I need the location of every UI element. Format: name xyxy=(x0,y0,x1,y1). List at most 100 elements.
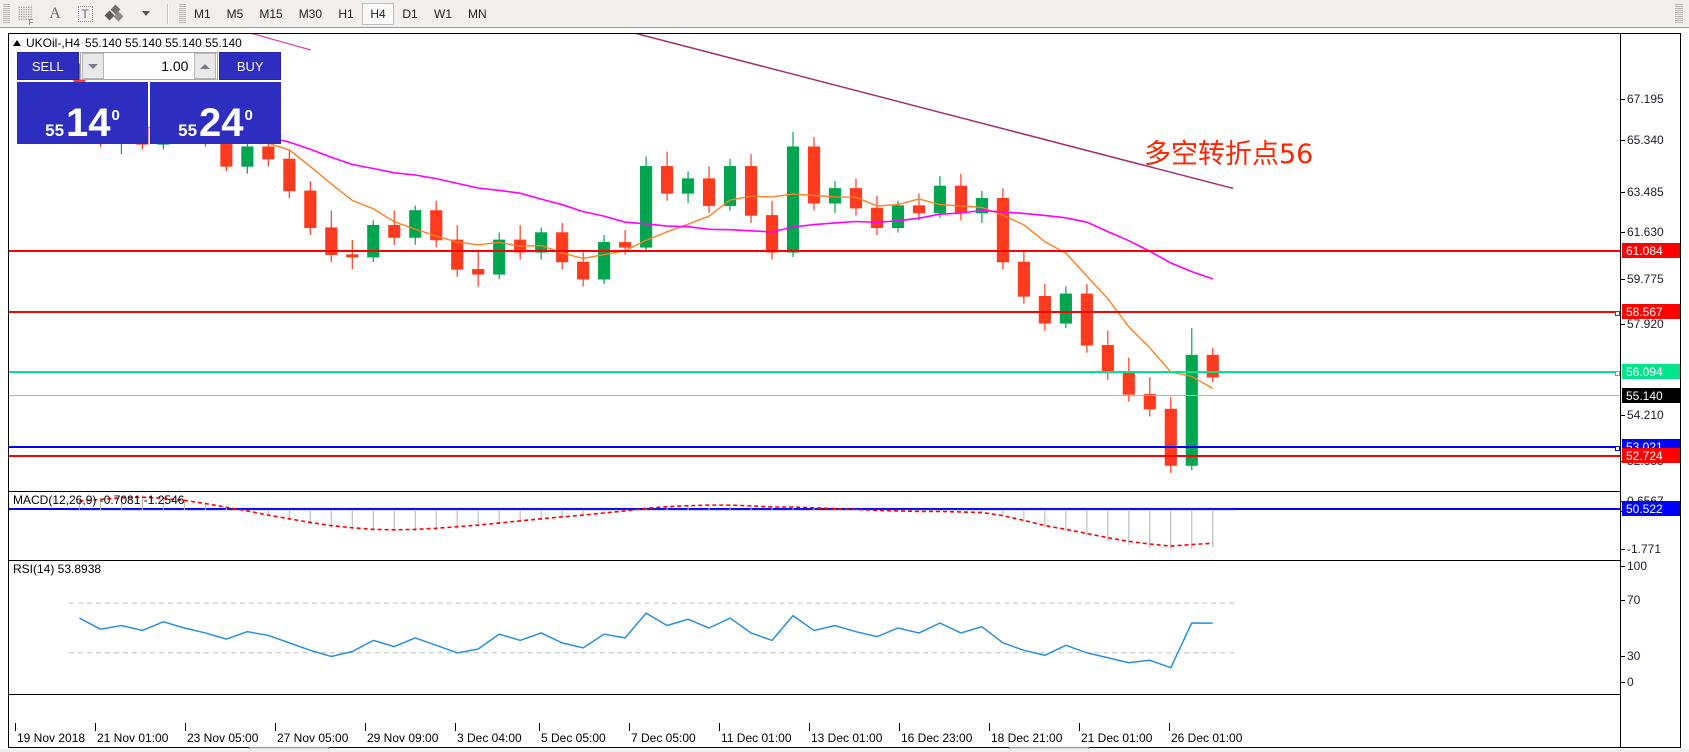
buy-price-quote[interactable]: 55 24 0 xyxy=(150,82,281,144)
buy-button[interactable]: BUY xyxy=(219,52,281,80)
volume-input[interactable]: 1.00 xyxy=(79,52,219,80)
rsi-plot-svg xyxy=(68,602,1236,669)
timeframe-m15[interactable]: M15 xyxy=(259,6,283,21)
time-axis-label: 21 Dec 01:00 xyxy=(1081,731,1153,745)
price-level-badge[interactable]: 56.094 xyxy=(1622,364,1680,379)
tick-label: 0 xyxy=(1627,675,1634,689)
tick-label: 61.630 xyxy=(1627,225,1664,239)
price-level-line[interactable] xyxy=(9,371,1620,376)
time-axis-tick xyxy=(95,723,96,731)
timeframe-h1[interactable]: H1 xyxy=(338,6,354,21)
tick-mark xyxy=(1621,548,1625,550)
tick-label: 30 xyxy=(1627,649,1641,663)
timeframe-m1[interactable]: M1 xyxy=(194,6,211,21)
chart-ohlc-values: 55.140 55.140 55.140 55.140 xyxy=(85,35,242,50)
collapse-triangle-icon[interactable] xyxy=(13,39,21,46)
tick-label: 57.920 xyxy=(1627,317,1664,331)
text-box-icon[interactable]: T xyxy=(70,1,100,27)
tick-label: 59.775 xyxy=(1627,272,1664,286)
time-axis-label: 16 Dec 23:00 xyxy=(901,731,973,745)
text-label-glyph: A xyxy=(49,4,61,22)
one-click-trading-panel[interactable]: SELL 1.00 BUY 55 14 0 55 24 0 xyxy=(17,52,281,150)
tick-mark xyxy=(1621,599,1625,601)
price-level-line[interactable] xyxy=(9,395,1620,396)
chevron-down-icon[interactable] xyxy=(130,1,160,27)
time-axis-label: 13 Dec 01:00 xyxy=(811,731,883,745)
buy-price-fraction: 0 xyxy=(244,107,253,124)
volume-increment-button[interactable] xyxy=(194,53,217,79)
price-tick: 67.195 xyxy=(1621,92,1681,106)
buy-price-small: 55 xyxy=(178,121,198,140)
timeframe-w1[interactable]: W1 xyxy=(434,6,453,21)
rsi-tick: 0 xyxy=(1621,675,1681,689)
crosshair-f-icon[interactable] xyxy=(10,1,40,27)
macd-pane[interactable]: MACD(12,26,9) -0.7081 -1.2546 xyxy=(9,491,1620,559)
text-label-icon[interactable]: A xyxy=(40,1,70,27)
timeframe-m5[interactable]: M5 xyxy=(226,6,244,21)
timeframe-h4[interactable]: H4 xyxy=(362,2,395,25)
time-axis-tick xyxy=(809,723,810,731)
price-level-badge[interactable]: 50.522 xyxy=(1622,501,1680,516)
price-tick: 63.485 xyxy=(1621,185,1681,199)
time-axis-label: 21 Nov 01:00 xyxy=(97,731,169,745)
timeframe-m30[interactable]: M30 xyxy=(298,6,323,21)
time-axis-tick xyxy=(365,723,366,731)
toolbar-divider xyxy=(167,3,169,24)
macd-plot-svg xyxy=(68,495,1236,551)
tick-mark xyxy=(1621,139,1625,141)
time-axis-tick xyxy=(539,723,540,731)
sell-button[interactable]: SELL xyxy=(17,52,79,80)
price-level-line[interactable] xyxy=(9,250,1620,252)
rsi-tick: 100 xyxy=(1621,559,1681,573)
rsi-pane[interactable]: RSI(14) 53.8938 xyxy=(9,560,1620,693)
level-drag-handle[interactable] xyxy=(1615,446,1620,451)
sell-price-small: 55 xyxy=(45,121,65,140)
tick-label: 65.340 xyxy=(1627,133,1664,147)
price-scale[interactable]: 67.195 65.340 63.485 61.630 59.775 57.920 54.2… xyxy=(1620,34,1680,747)
tick-mark xyxy=(1621,655,1625,657)
price-level-line[interactable] xyxy=(9,311,1620,316)
sell-price-fraction: 0 xyxy=(111,107,120,124)
price-level-badge[interactable]: 61.084 xyxy=(1622,243,1680,258)
timeframe-grip[interactable] xyxy=(179,4,186,23)
price-plot-svg xyxy=(73,34,1234,473)
price-level-badge[interactable]: 58.567 xyxy=(1622,304,1680,319)
macd-label: MACD(12,26,9) -0.7081 -1.2546 xyxy=(13,493,185,507)
chart-window[interactable]: UKOil-,H4 55.140 55.140 55.140 55.140 MA… xyxy=(8,33,1681,751)
price-level-line[interactable] xyxy=(9,446,1620,451)
time-axis-tick xyxy=(275,723,276,731)
time-axis-tick xyxy=(899,723,900,731)
tick-label: 54.210 xyxy=(1627,408,1664,422)
volume-value[interactable]: 1.00 xyxy=(161,58,189,74)
time-axis-tick xyxy=(719,723,720,731)
sell-price-quote[interactable]: 55 14 0 xyxy=(17,82,148,144)
level-drag-handle[interactable] xyxy=(1615,371,1620,376)
time-axis-label: 11 Dec 01:00 xyxy=(721,731,792,745)
time-axis-tick xyxy=(1169,723,1170,731)
quote-row: 55 14 0 55 24 0 xyxy=(17,82,281,144)
main-toolbar: A T M1 M5 M15 M30 H1 H4 D1 W1 MN xyxy=(0,0,1689,28)
price-level-badge[interactable]: 52.724 xyxy=(1622,448,1680,463)
toolbar-grip[interactable] xyxy=(3,4,10,23)
chart-annotation-text[interactable]: 多空转折点56 xyxy=(1144,139,1314,170)
time-axis-label: 3 Dec 04:00 xyxy=(457,731,522,745)
price-scale-rsi: 100 70 30 0 xyxy=(1621,560,1681,693)
time-axis-label: 23 Nov 05:00 xyxy=(187,731,259,745)
timeframe-mn[interactable]: MN xyxy=(468,6,487,21)
tick-mark xyxy=(1621,414,1625,416)
level-drag-handle[interactable] xyxy=(1615,311,1620,316)
timeframe-d1[interactable]: D1 xyxy=(402,6,418,21)
toolbar-grip-right[interactable] xyxy=(1675,3,1683,24)
tick-label: 67.195 xyxy=(1627,92,1664,106)
status-bar xyxy=(0,749,1689,752)
volume-decrement-button[interactable] xyxy=(81,53,104,79)
time-axis-tick xyxy=(15,723,16,731)
objects-icon[interactable] xyxy=(100,1,130,27)
price-level-line[interactable] xyxy=(9,455,1620,457)
tick-label: 63.485 xyxy=(1627,185,1664,199)
time-axis-tick xyxy=(455,723,456,731)
time-axis: 19 Nov 2018 21 Nov 01:00 23 Nov 05:00 27 No… xyxy=(9,694,1620,748)
price-level-badge[interactable]: 55.140 xyxy=(1622,388,1680,403)
tick-mark xyxy=(1621,565,1625,567)
time-axis-tick xyxy=(1079,723,1080,731)
